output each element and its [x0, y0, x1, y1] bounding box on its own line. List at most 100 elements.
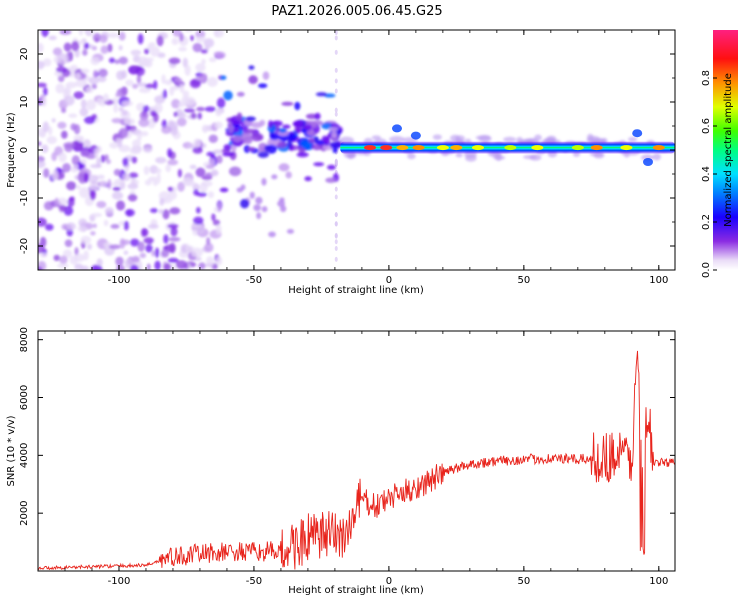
transition-blob — [313, 136, 319, 144]
noise-blobs — [38, 30, 226, 270]
noise-blob — [114, 59, 120, 65]
noise-blob — [91, 212, 103, 218]
tone-hotspot — [436, 145, 449, 151]
noise-blob — [85, 86, 94, 94]
noise-blob — [57, 263, 69, 269]
tone-hotspot — [652, 145, 665, 151]
noise-blob — [104, 207, 114, 215]
snr-frame — [37, 330, 676, 572]
stripe-blob — [334, 67, 338, 73]
noise-blob — [96, 258, 103, 267]
noise-blob — [137, 241, 145, 252]
noise-blob — [78, 187, 90, 199]
transition-blob — [257, 135, 263, 140]
tone-hotspot — [380, 145, 393, 151]
tone-halo-blob — [407, 153, 416, 160]
tone-bump — [643, 158, 654, 166]
noise-blob — [63, 42, 72, 52]
noise-blob — [157, 52, 166, 58]
noise-blob — [145, 83, 155, 89]
noise-blob — [183, 180, 196, 187]
transition-blob — [326, 164, 336, 170]
noise-blob — [92, 33, 102, 42]
noise-blob — [130, 238, 140, 247]
noise-blob — [83, 139, 91, 149]
noise-blob — [121, 100, 134, 107]
transition-blob — [236, 91, 245, 97]
noise-blob — [103, 219, 109, 227]
noise-blob — [118, 144, 131, 153]
noise-blob — [107, 43, 113, 53]
noise-blob — [183, 108, 196, 113]
noise-blob — [43, 87, 48, 96]
noise-blob — [73, 91, 84, 100]
noise-blob — [158, 209, 164, 214]
stripe-blob — [334, 221, 338, 227]
noise-blob — [73, 135, 85, 141]
noise-blob — [92, 69, 98, 78]
noise-blob — [148, 176, 158, 182]
tone-halo-blob — [523, 155, 537, 160]
transition-blobs — [219, 65, 344, 238]
colorbar-tick-label: 0.0 — [701, 262, 712, 278]
transition-blob — [227, 124, 234, 134]
tone-halo-blob — [455, 152, 463, 158]
transition-blob — [253, 204, 262, 212]
noise-blob — [118, 56, 128, 65]
noise-blob — [122, 157, 129, 166]
noise-blob — [156, 172, 161, 184]
noise-blob — [207, 191, 214, 199]
y-tick-label: 8000 — [19, 327, 30, 352]
noise-blob — [91, 113, 98, 120]
noise-blob — [198, 262, 206, 270]
noise-blob — [217, 202, 222, 213]
noise-blob — [195, 63, 206, 72]
noise-blob — [38, 243, 45, 254]
transition-blob — [281, 101, 294, 106]
transition-blob — [313, 162, 325, 167]
noise-blob — [124, 118, 136, 125]
transition-blob — [247, 146, 256, 151]
noise-blob — [118, 45, 123, 51]
transition-blob — [329, 141, 342, 149]
transition-blob — [294, 101, 301, 111]
tone-halo-blob — [465, 154, 477, 162]
noise-blob — [115, 200, 126, 211]
noise-blob — [91, 83, 97, 90]
noise-blob — [179, 83, 185, 93]
noise-blob — [118, 106, 124, 112]
x-tick-label: 0 — [386, 275, 392, 286]
noise-blob — [73, 163, 80, 170]
colorbar-ticks: 0.0 0.2 0.4 0.6 0.8 — [701, 70, 717, 278]
noise-blob — [86, 243, 93, 250]
noise-blob — [38, 160, 46, 169]
noise-blob — [195, 207, 201, 214]
noise-blob — [174, 78, 183, 83]
tone-halo-blob — [652, 153, 661, 161]
noise-blob — [139, 252, 147, 259]
noise-blob — [59, 205, 68, 212]
transition-blob — [262, 71, 270, 81]
noise-blob — [162, 209, 170, 220]
noise-blob — [55, 66, 68, 73]
transition-blob — [232, 127, 240, 133]
noise-blob — [111, 182, 121, 187]
spectrogram-y-ticks: -20 -10 0 10 20 — [19, 29, 675, 271]
noise-blob — [146, 263, 151, 270]
transition-blob — [245, 128, 256, 134]
transition-blob — [292, 120, 304, 128]
noise-blob — [77, 225, 88, 232]
noise-blob — [78, 218, 88, 227]
noise-blob — [108, 57, 116, 64]
noise-blob — [113, 168, 121, 176]
transition-blob — [236, 187, 244, 193]
noise-blob — [204, 106, 216, 112]
noise-blob — [171, 37, 179, 46]
noise-blob — [62, 249, 73, 258]
noise-blob — [155, 156, 167, 164]
noise-blob — [175, 260, 188, 270]
tone-bump — [391, 124, 402, 133]
noise-blob — [149, 46, 160, 57]
noise-blob — [117, 140, 123, 148]
tone-halo-blob — [627, 137, 638, 142]
